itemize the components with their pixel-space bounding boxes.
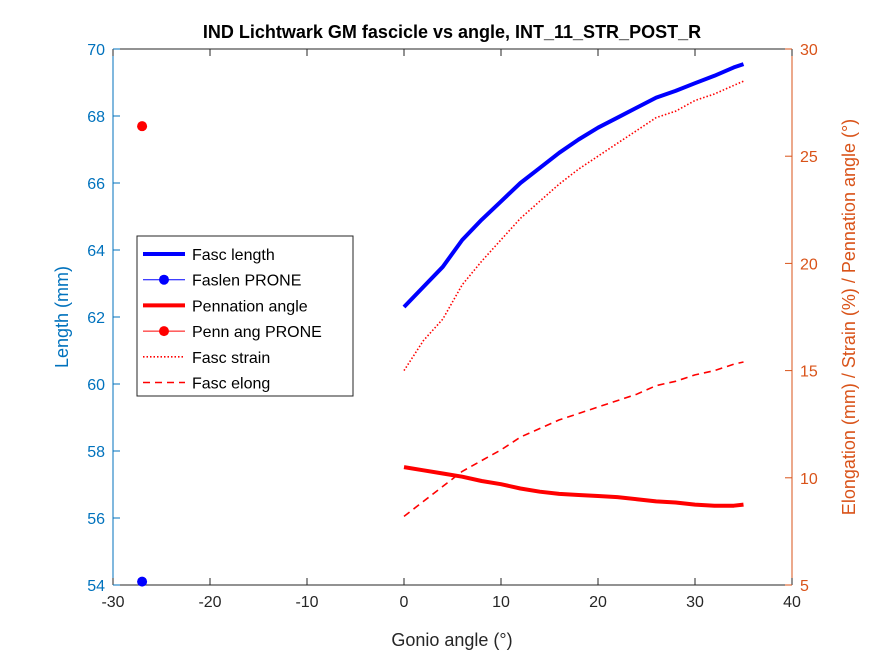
legend: Fasc length Faslen PRONE Pennation angle Pe… <box>136 235 354 397</box>
left-y-tick-label: 56 <box>87 511 105 528</box>
x-tick-label: 0 <box>400 594 409 611</box>
legend-label-penn-ang-prone: Penn ang PRONE <box>192 324 322 341</box>
legend-box <box>136 235 354 397</box>
left-y-tick-label: 60 <box>87 377 105 394</box>
legend-entries: Fasc length Faslen PRONE Pennation angle Pe… <box>143 247 322 393</box>
legend-label-fasc-length: Fasc length <box>192 247 275 264</box>
right-y-tick-label: 30 <box>800 42 818 59</box>
legend-label-fasc-strain: Fasc strain <box>192 350 270 367</box>
fasc-length-line <box>402 62 745 309</box>
x-tick-label: 30 <box>686 594 704 611</box>
left-y-tick-label: 70 <box>87 42 105 59</box>
pennation-angle-line <box>403 465 744 508</box>
series-layer <box>137 62 745 587</box>
right-y-axis-title: Elongation (mm) / Strain (%) / Pennation… <box>839 119 859 515</box>
right-y-tick-label: 25 <box>800 149 818 166</box>
left-y-tick-label: 54 <box>87 578 105 595</box>
right-y-tick-label: 5 <box>800 578 809 595</box>
axes-layer: -30 -20 -10 0 10 20 30 40 54 56 58 60 62 64 66 68 70 5 10 1… <box>87 42 818 611</box>
left-y-tick-label: 68 <box>87 109 105 126</box>
left-y-axis-title: Length (mm) <box>52 266 72 368</box>
left-y-tick-label: 66 <box>87 176 105 193</box>
legend-label-fasc-elong: Fasc elong <box>192 376 270 393</box>
x-axis-title: Gonio angle (°) <box>391 630 512 650</box>
left-y-tick-label: 62 <box>87 310 105 327</box>
faslen-prone-point <box>137 576 148 587</box>
x-tick-label: 40 <box>783 594 801 611</box>
x-tick-label: 10 <box>492 594 510 611</box>
legend-marker-penn-ang-prone <box>159 326 169 337</box>
legend-marker-faslen-prone <box>159 274 169 285</box>
penn-ang-prone-point <box>137 121 148 132</box>
chart-title: IND Lichtwark GM fascicle vs angle, INT_… <box>203 22 701 42</box>
right-y-tick-label: 15 <box>800 364 818 381</box>
x-tick-label: -10 <box>295 594 318 611</box>
right-y-tick-label: 10 <box>800 471 818 488</box>
legend-label-faslen-prone: Faslen PRONE <box>192 273 301 290</box>
legend-label-pennation-angle: Pennation angle <box>192 298 308 315</box>
fasc-elong-line <box>403 361 744 518</box>
left-y-tick-label: 64 <box>87 243 105 260</box>
right-y-tick-label: 20 <box>800 256 818 273</box>
x-tick-label: -20 <box>198 594 221 611</box>
x-tick-label: -30 <box>101 594 124 611</box>
left-y-tick-label: 58 <box>87 444 105 461</box>
x-tick-label: 20 <box>589 594 607 611</box>
